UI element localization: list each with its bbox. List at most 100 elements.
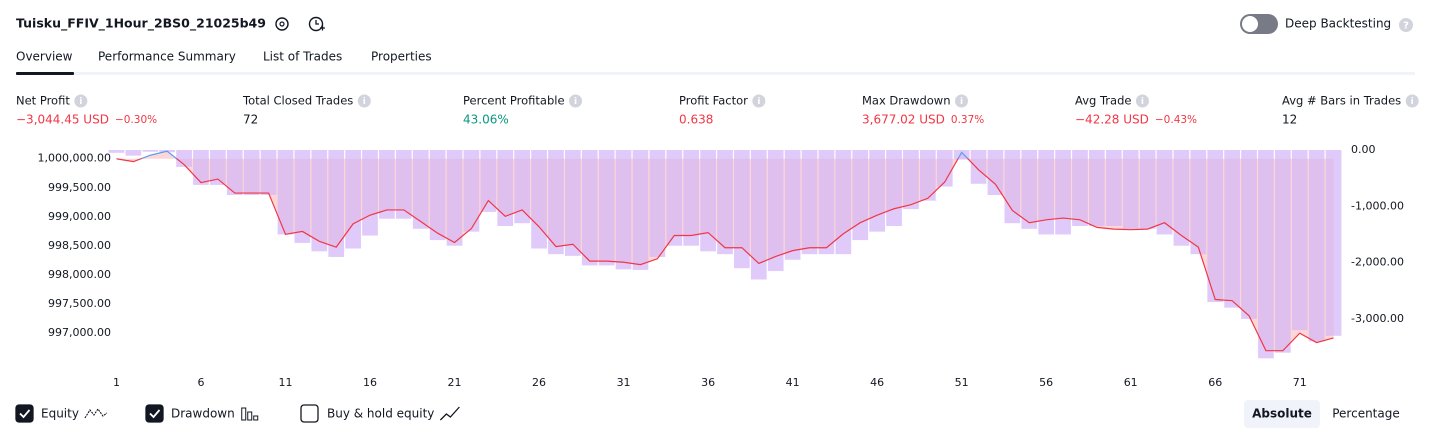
info-circle xyxy=(74,94,88,108)
metric-label: Max Drawdown xyxy=(862,94,951,108)
x-tick-label: 66 xyxy=(1208,376,1222,389)
drawdown-bar xyxy=(345,150,361,249)
info-glyph: i xyxy=(79,97,82,107)
metric-label: Percent Profitable xyxy=(463,94,565,108)
y2-tick-label: -3,000.00 xyxy=(1351,312,1404,325)
checkbox-box xyxy=(300,404,319,423)
deep-backtesting-label: Deep Backtesting xyxy=(1285,17,1391,31)
info-circle xyxy=(1135,94,1149,108)
metric-label: Net Profit xyxy=(16,94,70,108)
drawdown-bar xyxy=(1021,150,1038,229)
y-tick-label: 998,500.00 xyxy=(48,239,111,252)
info-icon[interactable]: i xyxy=(955,94,968,108)
x-tick-label: 41 xyxy=(786,376,800,389)
drawdown-bar xyxy=(919,150,936,201)
info-icon[interactable]: i xyxy=(1405,94,1419,108)
metric-label: Avg # Bars in Trades xyxy=(1282,94,1401,108)
x-tick-label: 71 xyxy=(1293,376,1307,389)
x-tick-label: 1 xyxy=(113,376,120,389)
strategy-title: Tuisku_FFIV_1Hour_2BS0_21025b49 xyxy=(16,16,266,32)
metrics: Net Profit i −3,044.45 USD −0.30% Total Clos… xyxy=(16,94,1419,127)
x-tick-label: 11 xyxy=(278,376,292,389)
drawdown-bar xyxy=(294,150,311,243)
drawdown-bar xyxy=(277,150,294,235)
info-icon[interactable]: i xyxy=(752,94,766,108)
drawdown-bar xyxy=(429,150,446,241)
mode-button[interactable]: Percentage xyxy=(1332,407,1400,421)
info-glyph: i xyxy=(574,97,577,107)
info-icon[interactable]: i xyxy=(1135,94,1149,108)
drawdown-bar xyxy=(1207,150,1224,303)
mode-button[interactable]: Absolute xyxy=(1252,407,1312,421)
drawdown-bar xyxy=(497,150,514,227)
tab[interactable]: Properties xyxy=(371,50,432,64)
drawdown-bar xyxy=(125,150,142,156)
drawdown-bar xyxy=(210,150,226,185)
help-icon[interactable]: ? xyxy=(1399,18,1413,32)
drawdown-bar xyxy=(142,150,159,152)
drawdown-bar xyxy=(260,150,277,196)
x-tick-label: 21 xyxy=(448,376,462,389)
drawdown-bar xyxy=(362,150,378,236)
metric-value: 12 xyxy=(1282,113,1297,127)
drawdown-bar xyxy=(886,150,902,227)
drawdown-icon xyxy=(241,407,247,421)
drawdown-bar xyxy=(1122,150,1139,229)
drawdown-bar xyxy=(1241,150,1257,319)
checkbox-box xyxy=(15,404,34,423)
drawdown-bar xyxy=(1291,150,1308,331)
y-tick-label: 1,000,000.00 xyxy=(38,152,111,165)
drawdown-bar xyxy=(1308,150,1325,342)
checkbox-tick xyxy=(19,409,31,419)
drawdown-bar xyxy=(818,150,835,255)
mode-selected-bg xyxy=(1244,400,1320,428)
drawdown-bar xyxy=(1089,150,1105,227)
drawdown-bar xyxy=(1190,150,1207,255)
drawdown-bar xyxy=(328,150,345,257)
settings-icon[interactable] xyxy=(275,17,289,31)
deep-backtesting-toggle[interactable] xyxy=(1240,14,1278,34)
drawdown-bar xyxy=(970,150,987,184)
drawdown-bar xyxy=(683,150,700,246)
metric-value: −42.28 USD xyxy=(1075,113,1149,127)
drawdown-bar xyxy=(801,150,818,255)
drawdown-bar xyxy=(379,150,395,219)
chart-controls: Equity Drawdown Buy & hold equity Absolute P… xyxy=(15,400,1400,428)
metric-value: 72 xyxy=(243,113,258,127)
history-icon[interactable] xyxy=(308,16,326,32)
y2-tick-label: -1,000.00 xyxy=(1351,199,1404,212)
drawdown-bar xyxy=(243,150,260,196)
info-icon[interactable]: i xyxy=(74,94,88,108)
info-circle xyxy=(569,94,583,108)
drawdown-bar xyxy=(446,150,463,246)
drawdown-bar xyxy=(412,150,429,229)
checkbox[interactable] xyxy=(300,404,319,423)
tab-underline xyxy=(16,72,74,75)
checkbox-tick xyxy=(149,409,161,419)
y-tick-label: 999,500.00 xyxy=(48,181,111,194)
tab[interactable]: List of Trades xyxy=(263,50,342,64)
info-icon[interactable]: i xyxy=(357,94,371,108)
tab[interactable]: Performance Summary xyxy=(98,50,236,64)
drawdown-bar xyxy=(1156,150,1173,235)
info-circle xyxy=(955,94,968,108)
checkbox[interactable] xyxy=(145,404,164,423)
checkbox[interactable] xyxy=(15,404,34,423)
drawdown-bar xyxy=(1258,150,1274,359)
drawdown-bar xyxy=(717,150,733,255)
drawdown-bar xyxy=(1038,150,1055,235)
tabs: Overview Performance Summary List of Trade… xyxy=(16,50,432,64)
drawdown-bar xyxy=(1224,150,1240,308)
metric-change: 0.37% xyxy=(951,114,984,126)
metric-change: −0.43% xyxy=(1155,114,1197,126)
tab[interactable]: Overview xyxy=(16,50,73,64)
x-tick-label: 36 xyxy=(701,376,715,389)
legend-buy-hold: Buy & hold equity xyxy=(327,407,434,421)
drawdown-icon xyxy=(253,415,259,421)
info-icon[interactable]: i xyxy=(569,94,583,108)
drawdown-bar xyxy=(463,150,480,232)
drawdown-bar xyxy=(548,150,564,255)
drawdown-bar xyxy=(953,150,970,160)
metric-label: Profit Factor xyxy=(679,94,748,108)
